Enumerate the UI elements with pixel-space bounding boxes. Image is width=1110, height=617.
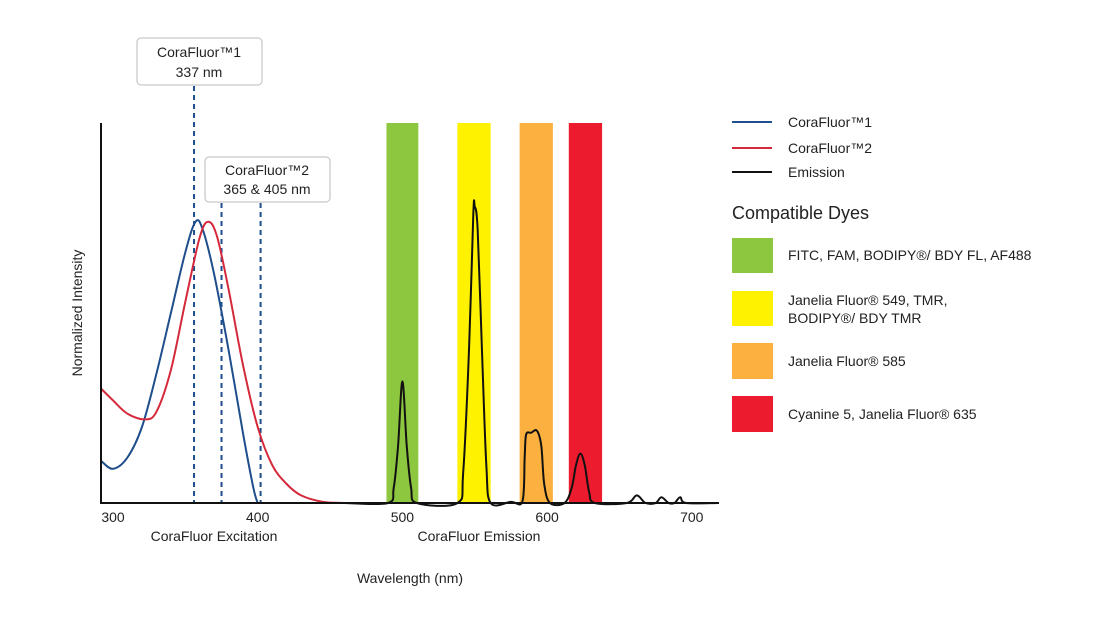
legend-label: Cyanine 5, Janelia Fluor® 635 xyxy=(788,406,977,422)
legend-label: CoraFluor™1 xyxy=(788,114,872,130)
legend: CoraFluor™1 CoraFluor™2 Emission Compati… xyxy=(732,114,1032,432)
dye-band-3 xyxy=(568,123,603,503)
x-axis-label: Wavelength (nm) xyxy=(357,570,463,586)
x-tick-label: 300 xyxy=(101,509,125,525)
svg-text:337 nm: 337 nm xyxy=(176,64,223,80)
annotation-corafluor2: CoraFluor™2 365 & 405 nm xyxy=(204,156,331,203)
x-tick-label: 400 xyxy=(246,509,270,525)
legend-swatch-yellow xyxy=(732,291,773,326)
svg-text:CoraFluor™1: CoraFluor™1 xyxy=(157,44,241,60)
series-corafluor-2 xyxy=(100,220,345,504)
svg-text:CoraFluor™2: CoraFluor™2 xyxy=(225,162,309,178)
y-axis-label: Normalized Intensity xyxy=(69,250,85,377)
legend-swatch-orange xyxy=(732,343,773,379)
legend-label: Janelia Fluor® 585 xyxy=(788,353,906,369)
legend-label: CoraFluor™2 xyxy=(788,140,872,156)
x-axis-sublabel: CoraFluor Excitation xyxy=(151,528,278,544)
legend-swatch-red xyxy=(732,396,773,432)
legend-title: Compatible Dyes xyxy=(732,203,869,223)
series-corafluor-1 xyxy=(100,219,259,504)
legend-label: Janelia Fluor® 549, TMR, xyxy=(788,292,947,308)
legend-swatch-green xyxy=(732,238,773,273)
x-tick-label: 700 xyxy=(680,509,704,525)
svg-text:365 & 405 nm: 365 & 405 nm xyxy=(223,181,310,197)
annotation-corafluor1: CoraFluor™1 337 nm xyxy=(136,37,263,86)
legend-label: BODIPY®/ BDY TMR xyxy=(788,310,922,326)
x-tick-label: 600 xyxy=(535,509,559,525)
dye-band-0 xyxy=(386,123,419,503)
x-tick-label: 500 xyxy=(391,509,415,525)
x-axis-sublabel: CoraFluor Emission xyxy=(418,528,541,544)
legend-label: FITC, FAM, BODIPY®/ BDY FL, AF488 xyxy=(788,247,1032,263)
legend-label: Emission xyxy=(788,164,845,180)
